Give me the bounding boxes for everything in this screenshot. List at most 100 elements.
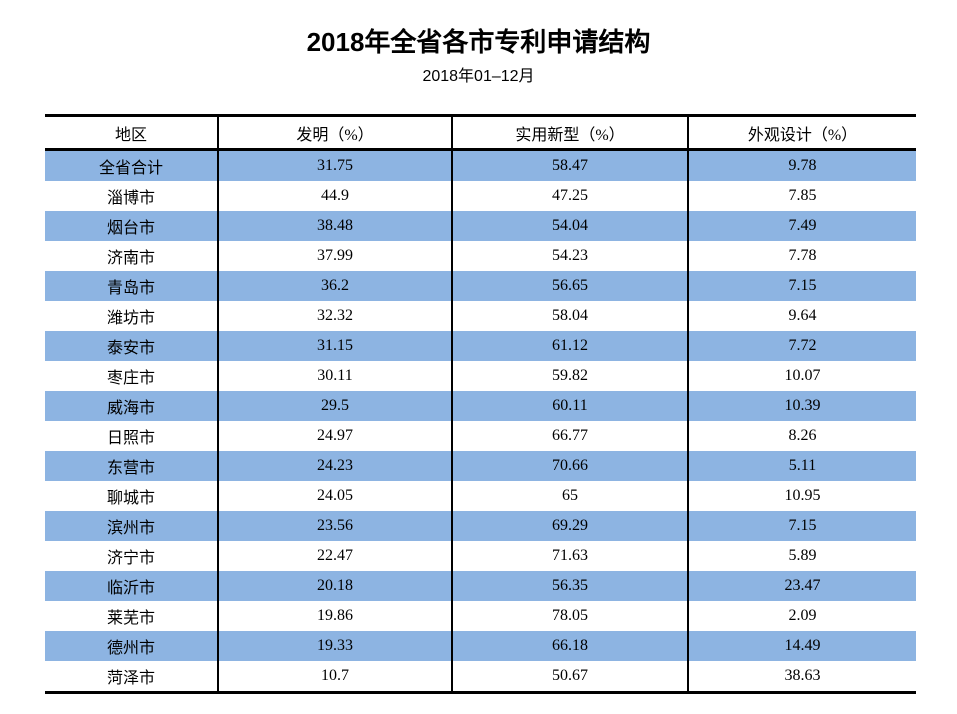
value-cell: 10.7	[217, 661, 452, 693]
column-header-design: 外观设计（%）	[687, 115, 916, 150]
value-cell: 7.72	[687, 331, 916, 361]
table-row: 菏泽市 10.7 50.67 38.63	[45, 661, 916, 693]
value-cell: 24.23	[217, 451, 452, 481]
value-cell: 20.18	[217, 571, 452, 601]
value-cell: 78.05	[451, 601, 688, 631]
table-row: 淄博市 44.9 47.25 7.85	[45, 181, 916, 211]
region-cell: 莱芜市	[106, 610, 155, 627]
value-cell: 31.75	[217, 149, 452, 181]
value-cell: 37.99	[217, 241, 452, 271]
value-cell: 2.09	[687, 601, 916, 631]
region-cell: 淄博市	[106, 190, 155, 207]
value-cell: 38.48	[217, 211, 452, 241]
value-cell: 69.29	[451, 511, 688, 541]
value-cell: 5.11	[687, 451, 916, 481]
value-cell: 29.5	[217, 391, 452, 421]
value-cell: 31.15	[217, 331, 452, 361]
value-cell: 24.05	[217, 481, 452, 511]
region-cell: 全省合计	[98, 160, 163, 177]
value-cell: 5.89	[687, 541, 916, 571]
value-cell: 66.77	[451, 421, 688, 451]
value-cell: 7.15	[687, 511, 916, 541]
value-cell: 7.49	[687, 211, 916, 241]
value-cell: 44.9	[217, 181, 452, 211]
value-cell: 7.15	[687, 271, 916, 301]
value-cell: 8.26	[687, 421, 916, 451]
region-cell: 菏泽市	[106, 670, 155, 687]
value-cell: 7.78	[687, 241, 916, 271]
value-cell: 24.97	[217, 421, 452, 451]
table-row: 济南市 37.99 54.23 7.78	[45, 241, 916, 271]
column-header-invention: 发明（%）	[217, 115, 452, 150]
region-cell: 济南市	[106, 250, 155, 267]
value-cell: 38.63	[687, 661, 916, 693]
value-cell: 71.63	[451, 541, 688, 571]
header-row: 地区 发明（%） 实用新型（%） 外观设计（%）	[45, 115, 916, 150]
region-cell: 滨州市	[106, 520, 155, 537]
value-cell: 70.66	[451, 451, 688, 481]
table-row: 德州市 19.33 66.18 14.49	[45, 631, 916, 661]
region-cell: 东营市	[106, 460, 155, 477]
value-cell: 65	[451, 481, 688, 511]
value-cell: 19.33	[217, 631, 452, 661]
value-cell: 23.47	[687, 571, 916, 601]
page-title: 2018年全省各市专利申请结构	[306, 27, 651, 57]
value-cell: 58.04	[451, 301, 688, 331]
column-header-utility-model: 实用新型（%）	[451, 115, 688, 150]
value-cell: 22.47	[217, 541, 452, 571]
value-cell: 9.64	[687, 301, 916, 331]
region-cell: 泰安市	[106, 340, 155, 357]
value-cell: 60.11	[451, 391, 688, 421]
table-row: 枣庄市 30.11 59.82 10.07	[45, 361, 916, 391]
table-header: 地区 发明（%） 实用新型（%） 外观设计（%）	[45, 115, 916, 150]
value-cell: 10.39	[687, 391, 916, 421]
table-row: 聊城市 24.05 65 10.95	[45, 481, 916, 511]
value-cell: 58.47	[451, 149, 688, 181]
region-cell: 烟台市	[106, 220, 155, 237]
value-cell: 36.2	[217, 271, 452, 301]
value-cell: 19.86	[217, 601, 452, 631]
region-cell: 日照市	[106, 430, 155, 447]
patent-structure-table: 地区 发明（%） 实用新型（%） 外观设计（%） 全省合计 31.75 58.47 9…	[45, 114, 916, 694]
value-cell: 56.35	[451, 571, 688, 601]
value-cell: 66.18	[451, 631, 688, 661]
table-row: 威海市 29.5 60.11 10.39	[45, 391, 916, 421]
value-cell: 54.04	[451, 211, 688, 241]
region-cell: 青岛市	[106, 280, 155, 297]
region-cell: 临沂市	[106, 580, 155, 597]
value-cell: 50.67	[451, 661, 688, 693]
table-row: 临沂市 20.18 56.35 23.47	[45, 571, 916, 601]
region-cell: 枣庄市	[106, 370, 155, 387]
value-cell: 56.65	[451, 271, 688, 301]
table-row: 济宁市 22.47 71.63 5.89	[45, 541, 916, 571]
value-cell: 9.78	[687, 149, 916, 181]
table-row: 烟台市 38.48 54.04 7.49	[45, 211, 916, 241]
value-cell: 47.25	[451, 181, 688, 211]
table-row: 全省合计 31.75 58.47 9.78	[45, 149, 916, 181]
table-body: 全省合计 31.75 58.47 9.78 淄博市 44.9 47.25 7.85 烟台市 38.…	[45, 149, 916, 693]
table-row: 滨州市 23.56 69.29 7.15	[45, 511, 916, 541]
value-cell: 61.12	[451, 331, 688, 361]
table-row: 泰安市 31.15 61.12 7.72	[45, 331, 916, 361]
value-cell: 7.85	[687, 181, 916, 211]
page-subtitle: 2018年01–12月	[422, 68, 535, 85]
region-cell: 德州市	[106, 640, 155, 657]
value-cell: 23.56	[217, 511, 452, 541]
table-row: 莱芜市 19.86 78.05 2.09	[45, 601, 916, 631]
value-cell: 59.82	[451, 361, 688, 391]
region-cell: 威海市	[106, 400, 155, 417]
value-cell: 10.07	[687, 361, 916, 391]
value-cell: 32.32	[217, 301, 452, 331]
table-row: 潍坊市 32.32 58.04 9.64	[45, 301, 916, 331]
value-cell: 54.23	[451, 241, 688, 271]
table-row: 青岛市 36.2 56.65 7.15	[45, 271, 916, 301]
region-cell: 济宁市	[106, 550, 155, 567]
value-cell: 14.49	[687, 631, 916, 661]
table-row: 东营市 24.23 70.66 5.11	[45, 451, 916, 481]
region-cell: 聊城市	[106, 490, 155, 507]
value-cell: 30.11	[217, 361, 452, 391]
value-cell: 10.95	[687, 481, 916, 511]
column-header-region: 地区	[114, 126, 147, 144]
table-row: 日照市 24.97 66.77 8.26	[45, 421, 916, 451]
